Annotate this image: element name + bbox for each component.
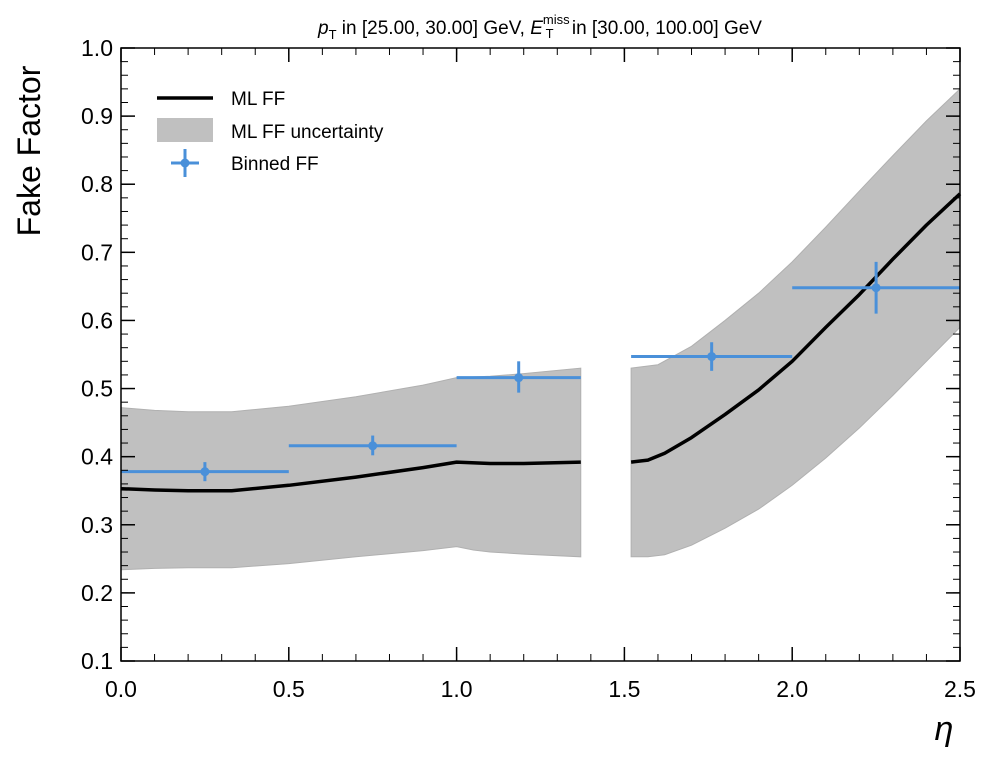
uncertainty-band-layer xyxy=(120,87,961,571)
x-tick-label: 0.5 xyxy=(273,676,305,702)
title-pt-range: in [25.00, 30.00] GeV, xyxy=(337,18,531,39)
axes: 0.0 0.5 1.0 1.5 2.0 2.5 0.1 0.2 0.3 0.4 0.5 0.6 0.7 0… xyxy=(81,35,976,702)
x-tick-label: 1.5 xyxy=(608,676,640,702)
binned-ff-point-1 xyxy=(121,462,289,482)
chart-title: pT in [25.00, 30.00] GeV, Emiss T in [30.… xyxy=(317,12,762,42)
y-tick-label: 0.8 xyxy=(81,171,113,197)
binned-ff-marker xyxy=(707,352,717,362)
binned-ff-layer xyxy=(121,261,960,482)
ml-ff-line-segment-1 xyxy=(120,460,581,493)
y-tick-label: 0.9 xyxy=(81,103,113,129)
legend-label-ml-ff-uncertainty: ML FF uncertainty xyxy=(231,122,384,143)
plot-frame xyxy=(120,47,961,662)
y-tick-label: 0.6 xyxy=(81,307,113,333)
title-pt-symbol: p xyxy=(317,18,329,39)
title-et-subscript: T xyxy=(546,26,554,41)
y-tick-label: 0.2 xyxy=(81,580,113,606)
x-tick-label: 0.0 xyxy=(105,676,137,702)
title-et-superscript: miss xyxy=(543,12,570,27)
binned-ff-marker xyxy=(871,283,881,293)
ml-ff-line-layer xyxy=(120,192,962,493)
x-tick-label: 1.0 xyxy=(441,676,473,702)
uncertainty-band-segment-1 xyxy=(120,367,582,571)
title-pt-subscript: T xyxy=(329,27,337,42)
title-et-symbol: E xyxy=(530,18,543,39)
binned-ff-marker xyxy=(514,373,524,383)
y-axis-label: Fake Factor xyxy=(11,65,47,236)
ml-ff-line-segment-2 xyxy=(630,192,962,464)
legend-label-ml-ff: ML FF xyxy=(231,89,285,110)
binned-ff-point-4 xyxy=(631,342,793,371)
y-tick-label: 1.0 xyxy=(81,35,113,61)
y-tick-label: 0.1 xyxy=(81,648,113,674)
legend-label-binned-ff: Binned FF xyxy=(231,154,319,175)
legend-point-marker xyxy=(180,158,190,168)
y-tick-label: 0.7 xyxy=(81,239,113,265)
binned-ff-point-2 xyxy=(288,435,457,456)
y-tick-label: 0.5 xyxy=(81,376,113,402)
title-et-range: in [30.00, 100.00] GeV xyxy=(567,18,763,39)
uncertainty-band-segment-2 xyxy=(630,87,961,558)
x-tick-label: 2.0 xyxy=(776,676,808,702)
binned-ff-point-3 xyxy=(456,361,581,393)
binned-ff-point-5 xyxy=(792,261,960,314)
x-tick-label: 2.5 xyxy=(944,676,976,702)
y-tick-label: 0.3 xyxy=(81,512,113,538)
binned-ff-marker xyxy=(368,441,378,451)
x-axis-label: η xyxy=(935,710,954,748)
legend-band-swatch xyxy=(157,118,213,142)
y-tick-label: 0.4 xyxy=(81,444,113,470)
binned-ff-marker xyxy=(200,467,210,477)
legend: ML FF ML FF uncertainty Binned FF xyxy=(157,89,384,177)
